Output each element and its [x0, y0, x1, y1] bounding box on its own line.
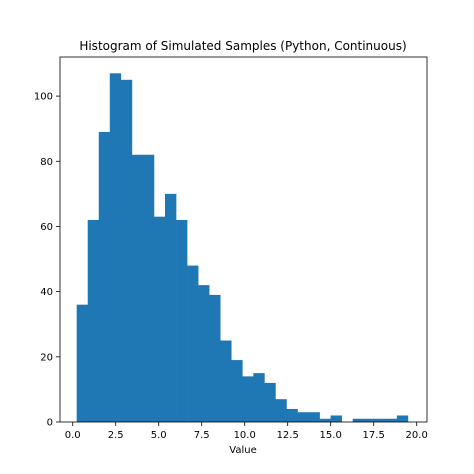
histogram-bar — [153, 216, 166, 422]
histogram-bar — [76, 304, 89, 422]
x-tick-label: 15.0 — [320, 430, 342, 441]
histogram-bar — [308, 412, 320, 422]
x-tick-label: 7.5 — [194, 430, 210, 441]
x-tick-label: 20.0 — [406, 430, 428, 441]
x-axis: 0.0 2.5 5.0 7.5 10.0 12.5 15.0 17.5 20.0 — [65, 422, 428, 441]
chart-title: Histogram of Simulated Samples (Python, … — [79, 39, 406, 53]
x-tick-label: 5.0 — [151, 430, 167, 441]
y-tick-label: 20 — [40, 352, 53, 363]
histogram-bar — [264, 382, 276, 422]
x-tick-label: 17.5 — [363, 430, 385, 441]
x-tick-label: 2.5 — [108, 430, 124, 441]
histogram-bar — [319, 418, 331, 422]
histogram-bar — [87, 219, 100, 422]
histogram-bar — [220, 340, 232, 422]
histogram-bar — [131, 154, 144, 422]
histogram-bar — [109, 73, 122, 422]
histogram-bar — [374, 418, 387, 422]
histogram-bar — [396, 415, 409, 422]
x-tick-label: 0.0 — [65, 430, 81, 441]
histogram-bar — [275, 399, 287, 422]
x-tick-label: 10.0 — [234, 430, 256, 441]
y-axis: 0 20 40 60 80 100 — [34, 92, 60, 429]
histogram-bar — [231, 360, 243, 422]
histogram-bar — [176, 219, 188, 422]
x-axis-label: Value — [229, 445, 256, 456]
plot-frame — [59, 56, 428, 423]
y-tick-label: 100 — [34, 92, 53, 103]
y-tick-label: 60 — [40, 222, 53, 233]
histogram-bar — [165, 193, 177, 422]
histogram-bar — [209, 294, 221, 422]
histogram-bar — [286, 408, 298, 422]
y-tick-label: 0 — [47, 418, 53, 429]
histogram-bar — [385, 418, 398, 422]
bars-group — [76, 73, 409, 422]
histogram-bar — [352, 418, 365, 422]
histogram-bar — [253, 373, 265, 422]
histogram-bar — [242, 376, 254, 422]
histogram-bar — [363, 418, 376, 422]
histogram-bar — [142, 154, 155, 422]
histogram-bar — [187, 265, 199, 422]
histogram-bar — [120, 79, 133, 422]
histogram-bar — [330, 415, 342, 422]
histogram-bar — [98, 131, 111, 422]
x-tick-label: 12.5 — [277, 430, 299, 441]
y-tick-label: 80 — [40, 157, 53, 168]
y-tick-label: 40 — [40, 287, 53, 298]
histogram-bar — [297, 412, 309, 422]
histogram-bar — [198, 285, 210, 422]
